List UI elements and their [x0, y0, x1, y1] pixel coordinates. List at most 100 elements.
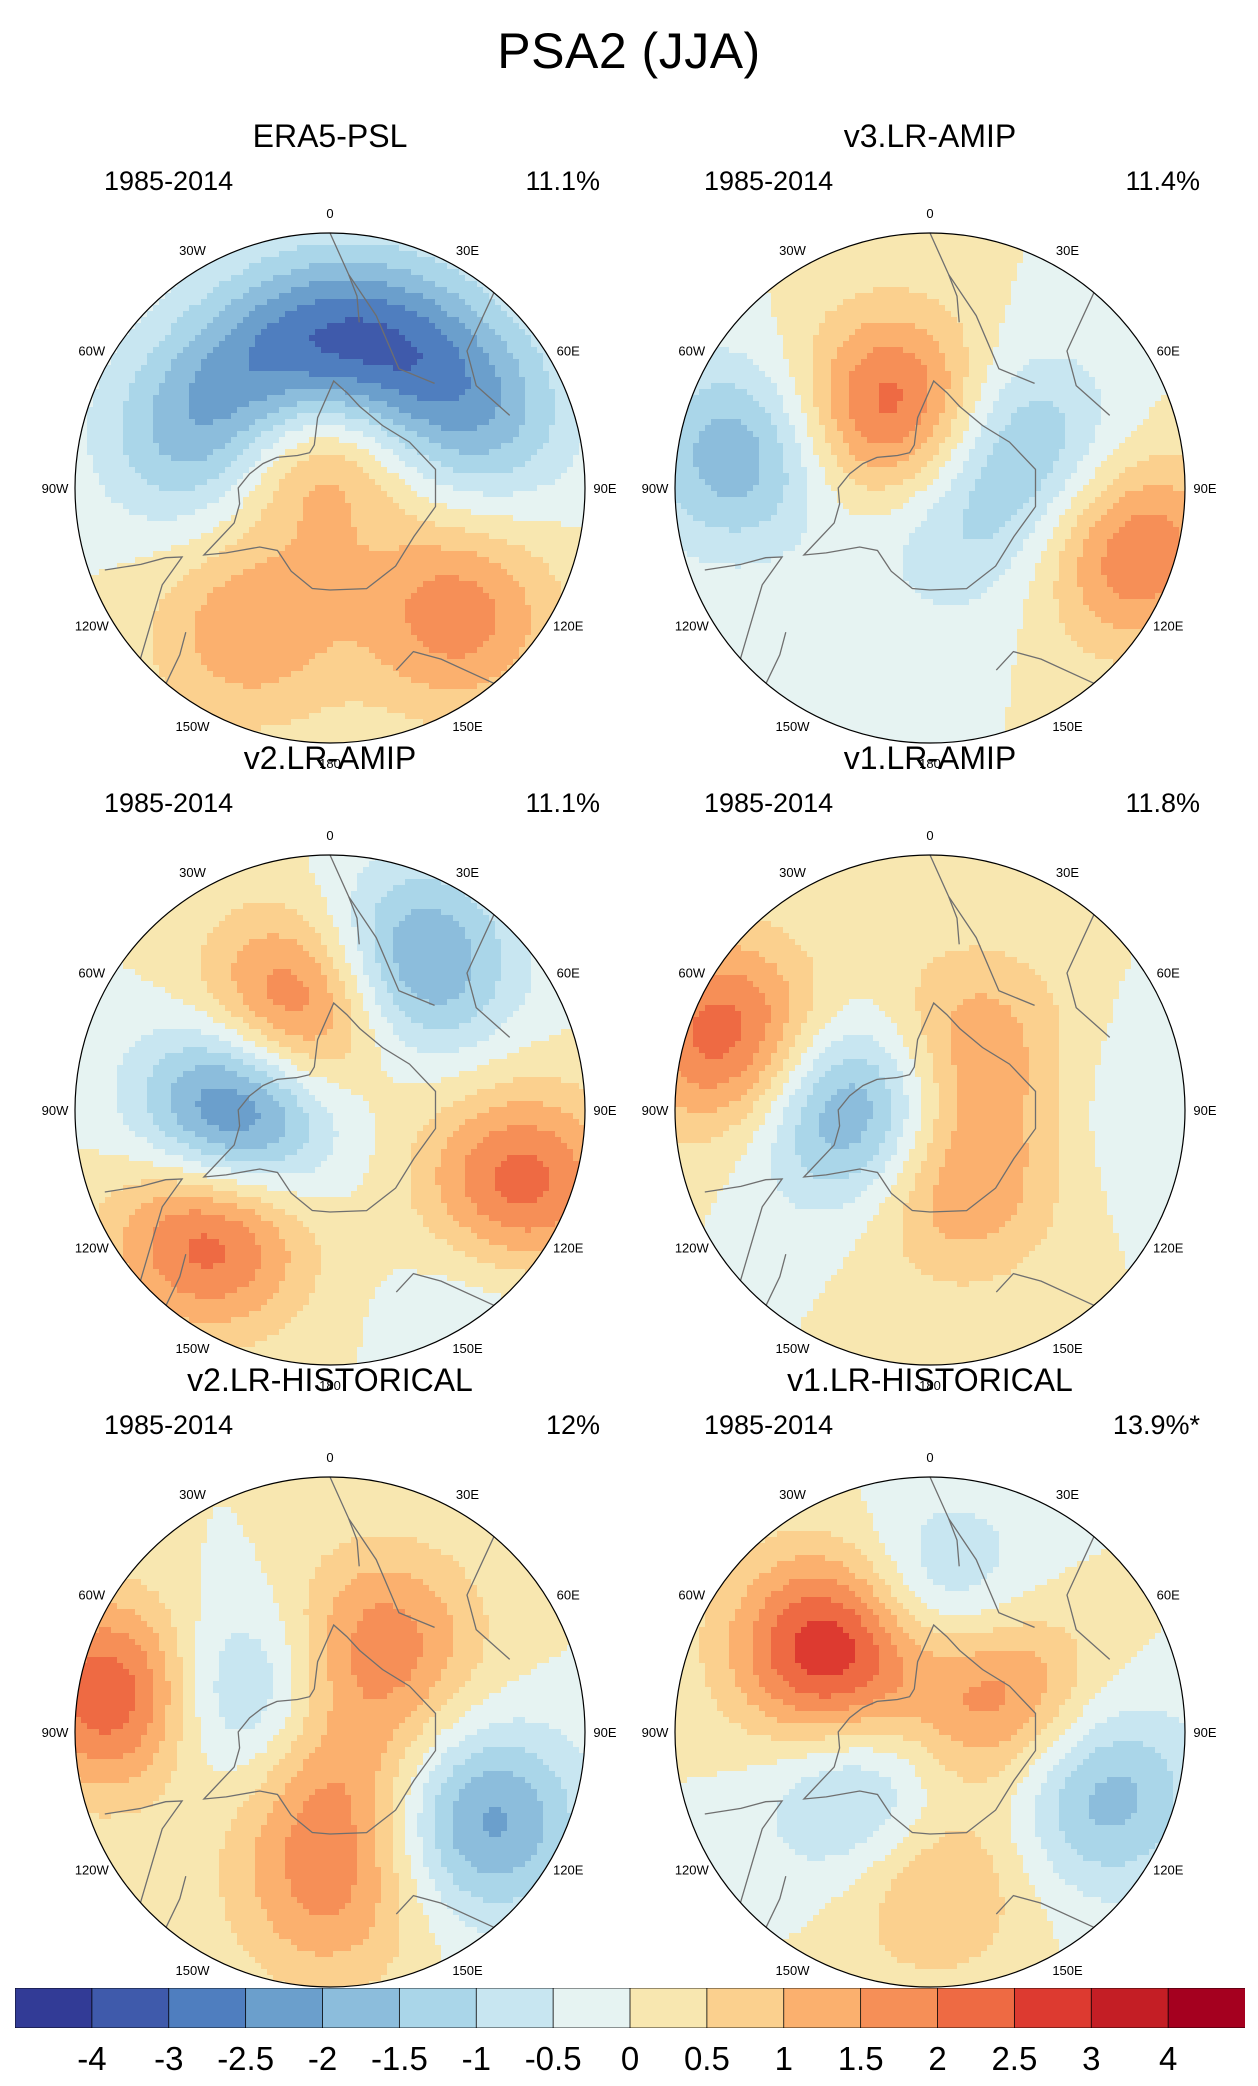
longitude-label: 180 — [319, 1378, 341, 1393]
longitude-label: 150W — [776, 1963, 811, 1978]
continent-coastline — [395, 1272, 495, 1306]
longitude-label: 150E — [1052, 719, 1083, 734]
longitude-label: 90W — [42, 481, 69, 496]
map-panel-era5: ERA5-PSL 1985-2014 11.1% 0 30E 60E 90E 120E 1… — [30, 118, 630, 771]
continent-coastline — [165, 1254, 187, 1306]
panel-title: v2.LR-AMIP — [30, 740, 630, 777]
longitude-label: 60E — [557, 1588, 580, 1603]
longitude-label: 120E — [553, 619, 584, 634]
longitude-label: 120W — [675, 1241, 710, 1256]
longitude-label: 120E — [553, 1863, 584, 1878]
longitude-label: 150W — [776, 1341, 811, 1356]
longitude-label: 60W — [78, 1588, 105, 1603]
continent-coastline — [466, 1536, 511, 1660]
variance-explained: 11.1% — [525, 166, 600, 197]
map-border — [674, 1476, 1186, 1988]
colorbar-tick-label: 4 — [1159, 2040, 1177, 2078]
continent-coastline — [348, 1518, 360, 1567]
continent-coastline — [765, 1876, 787, 1928]
colorbar-tick-label: 2.5 — [991, 2040, 1037, 2078]
longitude-label: 90E — [593, 1725, 616, 1740]
longitude-label: 90E — [593, 481, 616, 496]
continent-coastline — [165, 632, 187, 684]
longitude-label: 30W — [179, 865, 206, 880]
continent-coastline — [1066, 914, 1111, 1038]
figure-title: PSA2 (JJA) — [0, 22, 1258, 80]
colorbar-swatch — [937, 1988, 1016, 2028]
longitude-label: 120W — [75, 1863, 110, 1878]
longitude-label: 150E — [452, 1963, 483, 1978]
continent-coastline — [329, 1477, 435, 1629]
antarctica-coastline — [202, 1001, 437, 1213]
variance-explained: 13.9%* — [1113, 1410, 1200, 1441]
continent-coastline — [1066, 1536, 1111, 1660]
continent-coastline — [466, 914, 511, 1038]
map-border — [674, 232, 1186, 744]
longitude-label: 150W — [176, 1963, 211, 1978]
continent-coastline — [948, 896, 960, 945]
antarctica-coastline — [802, 1001, 1037, 1213]
longitude-label: 30E — [456, 243, 479, 258]
coastlines — [104, 233, 511, 684]
anomaly-field — [75, 1477, 585, 1987]
continent-coastline — [995, 1894, 1095, 1928]
longitude-label: 30W — [179, 1487, 206, 1502]
longitude-label: 60W — [678, 1588, 705, 1603]
coastlines — [704, 855, 1111, 1306]
longitude-label: 180 — [919, 756, 941, 771]
colorbar-tick-label: 0.5 — [684, 2040, 730, 2078]
longitude-label: 0 — [926, 1450, 933, 1465]
longitude-label: 60W — [78, 344, 105, 359]
colorbar-labels: -4 -3 -2.5 -2 -1.5 -1 -0.5 0 0.5 1 1.5 2 2.5 3 4 — [0, 2040, 1258, 2080]
antarctica-coastline — [202, 379, 437, 591]
continent-coastline — [104, 1800, 184, 1903]
antarctica-coastline — [802, 379, 1037, 591]
longitude-label: 90E — [1193, 1103, 1216, 1118]
longitude-label: 60E — [1157, 966, 1180, 981]
anomaly-field — [75, 855, 585, 1365]
longitude-label: 60E — [557, 344, 580, 359]
panel-title: ERA5-PSL — [30, 118, 630, 155]
longitude-label: 30W — [179, 243, 206, 258]
longitude-label: 90E — [1193, 1725, 1216, 1740]
longitude-label: 120W — [75, 619, 110, 634]
colorbar — [15, 1988, 1245, 2028]
longitude-label: 90W — [42, 1725, 69, 1740]
colorbar-swatch — [245, 1988, 324, 2028]
colorbar-swatch — [322, 1988, 401, 2028]
colorbar-swatch — [860, 1988, 939, 2028]
continent-coastline — [704, 1178, 784, 1281]
longitude-label: 60W — [678, 344, 705, 359]
map-border — [74, 854, 586, 1366]
colorbar-swatch — [168, 1988, 247, 2028]
longitude-label: 150W — [776, 719, 811, 734]
longitude-label: 0 — [326, 206, 333, 221]
antarctica-coastline — [202, 1623, 437, 1835]
longitude-label: 120W — [675, 1863, 710, 1878]
colorbar-swatch — [475, 1988, 555, 2028]
colorbar-tick-label: -1.5 — [371, 2040, 428, 2078]
longitude-label: 120E — [553, 1241, 584, 1256]
continent-coastline — [1066, 292, 1111, 416]
continent-coastline — [995, 1272, 1095, 1306]
longitude-label: 150E — [1052, 1963, 1083, 1978]
continent-coastline — [995, 650, 1095, 684]
longitude-label: 120E — [1153, 1863, 1184, 1878]
longitude-label: 90W — [42, 1103, 69, 1118]
longitude-label: 30E — [456, 865, 479, 880]
anomaly-field — [675, 233, 1185, 743]
panel-period: 1985-2014 — [704, 1410, 833, 1441]
colorbar-swatch — [398, 1988, 478, 2028]
colorbar-swatch — [1013, 1988, 1093, 2028]
colorbar-swatch — [706, 1988, 785, 2028]
colorbar-tick-label: -0.5 — [525, 2040, 582, 2078]
colorbar-tick-label: 2 — [928, 2040, 946, 2078]
coastlines — [704, 233, 1111, 684]
continent-coastline — [395, 1894, 495, 1928]
variance-explained: 11.8% — [1125, 788, 1200, 819]
colorbar-swatch — [629, 1988, 708, 2028]
panel-title: v3.LR-AMIP — [630, 118, 1230, 155]
colorbar-swatch — [552, 1988, 631, 2028]
